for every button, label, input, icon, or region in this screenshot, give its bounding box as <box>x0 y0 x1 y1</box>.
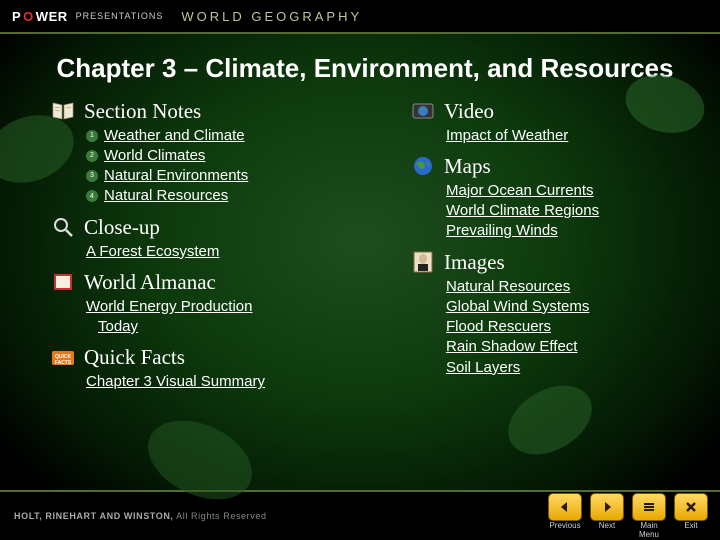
link-natural-environments[interactable]: Natural Environments <box>104 166 248 186</box>
link-ocean-currents[interactable]: Major Ocean Currents <box>446 181 594 201</box>
images-links: Natural Resources Global Wind Systems Fl… <box>446 277 680 378</box>
link-forest-ecosystem[interactable]: A Forest Ecosystem <box>86 242 219 262</box>
video-links: Impact of Weather <box>446 126 680 146</box>
link-img-wind-systems[interactable]: Global Wind Systems <box>446 297 589 317</box>
section-notes-heading: Section Notes <box>50 99 350 124</box>
rights-text: All Rights Reserved <box>176 511 266 521</box>
previous-label: Previous <box>549 522 580 530</box>
closeup-label: Close-up <box>84 215 160 240</box>
link-impact-weather[interactable]: Impact of Weather <box>446 126 568 146</box>
brand-o: O <box>23 9 34 24</box>
almanac-links: World Energy Production Today <box>86 297 350 338</box>
quickfacts-icon: QUICKFACTS <box>50 347 76 369</box>
link-today[interactable]: Today <box>98 317 138 337</box>
link-natural-resources[interactable]: Natural Resources <box>104 186 228 206</box>
brand-sub: PRESENTATIONS <box>76 11 164 21</box>
copyright: HOLT, RINEHART AND WINSTON, All Rights R… <box>14 511 267 521</box>
exit-button[interactable]: Exit <box>674 493 708 530</box>
section-notes: Section Notes 1 Weather and Climate 2 Worl… <box>50 99 350 207</box>
closeup-heading: Close-up <box>50 215 350 240</box>
header-bar: P O WER PRESENTATIONS WORLD GEOGRAPHY <box>0 0 720 32</box>
tv-icon <box>410 100 436 122</box>
exit-label: Exit <box>684 522 697 530</box>
link-visual-summary[interactable]: Chapter 3 Visual Summary <box>86 372 265 392</box>
portrait-icon <box>410 251 436 273</box>
footer-bar: HOLT, RINEHART AND WINSTON, All Rights R… <box>0 490 720 540</box>
quickfacts-section: QUICKFACTS Quick Facts Chapter 3 Visual … <box>50 345 350 392</box>
link-prevailing-winds[interactable]: Prevailing Winds <box>446 221 558 241</box>
images-section: Images Natural Resources Global Wind Sys… <box>410 250 680 378</box>
almanac-section: World Almanac World Energy Production To… <box>50 270 350 338</box>
next-label: Next <box>599 522 615 530</box>
link-climate-regions[interactable]: World Climate Regions <box>446 201 599 221</box>
columns: Section Notes 1 Weather and Climate 2 Worl… <box>50 99 680 401</box>
previous-button[interactable]: Previous <box>548 493 582 530</box>
link-img-rain-shadow[interactable]: Rain Shadow Effect <box>446 337 577 357</box>
images-label: Images <box>444 250 505 275</box>
arrow-right-icon <box>590 493 624 521</box>
bullet-icon: 3 <box>86 170 98 182</box>
video-label: Video <box>444 99 494 124</box>
section-notes-links: 1 Weather and Climate 2 World Climates 3 Na… <box>86 126 350 207</box>
brand-p: P <box>12 9 21 24</box>
bullet-icon: 4 <box>86 190 98 202</box>
main-content: Chapter 3 – Climate, Environment, and Re… <box>0 34 720 490</box>
brand-wer: WER <box>36 9 68 24</box>
exit-icon <box>674 493 708 521</box>
main-menu-button[interactable]: Main Menu <box>632 493 666 539</box>
right-column: Video Impact of Weather Maps Major Ocean… <box>410 99 680 401</box>
bullet-icon: 2 <box>86 150 98 162</box>
next-button[interactable]: Next <box>590 493 624 530</box>
almanac-heading: World Almanac <box>50 270 350 295</box>
leaf-decoration <box>140 410 260 500</box>
maps-section: Maps Major Ocean Currents World Climate … <box>410 154 680 242</box>
closeup-section: Close-up A Forest Ecosystem <box>50 215 350 262</box>
link-img-flood-rescuers[interactable]: Flood Rescuers <box>446 317 551 337</box>
menu-icon <box>632 493 666 521</box>
bullet-icon: 1 <box>86 130 98 142</box>
product-name: WORLD GEOGRAPHY <box>181 9 362 24</box>
left-column: Section Notes 1 Weather and Climate 2 Worl… <box>50 99 350 401</box>
power-logo: P O WER PRESENTATIONS <box>12 9 163 24</box>
section-notes-label: Section Notes <box>84 99 201 124</box>
menu-label-1: Main <box>640 522 657 530</box>
link-weather-climate[interactable]: Weather and Climate <box>104 126 245 146</box>
link-world-climates[interactable]: World Climates <box>104 146 205 166</box>
globe-icon <box>410 155 436 177</box>
magnifier-icon <box>50 216 76 238</box>
quickfacts-heading: QUICKFACTS Quick Facts <box>50 345 350 370</box>
book-icon <box>50 100 76 122</box>
menu-label-2: Menu <box>639 531 659 539</box>
closeup-links: A Forest Ecosystem <box>86 242 350 262</box>
nav-buttons: Previous Next Main Menu Exit <box>548 493 708 539</box>
company-name: HOLT, RINEHART AND WINSTON, <box>14 511 174 521</box>
images-heading: Images <box>410 250 680 275</box>
quickfacts-links: Chapter 3 Visual Summary <box>86 372 350 392</box>
almanac-icon <box>50 271 76 293</box>
chapter-title: Chapter 3 – Climate, Environment, and Re… <box>50 52 680 85</box>
video-section: Video Impact of Weather <box>410 99 680 146</box>
link-img-soil-layers[interactable]: Soil Layers <box>446 358 520 378</box>
video-heading: Video <box>410 99 680 124</box>
maps-links: Major Ocean Currents World Climate Regio… <box>446 181 680 242</box>
link-img-natural-resources[interactable]: Natural Resources <box>446 277 570 297</box>
svg-text:FACTS: FACTS <box>55 360 72 366</box>
arrow-left-icon <box>548 493 582 521</box>
almanac-label: World Almanac <box>84 270 216 295</box>
maps-label: Maps <box>444 154 491 179</box>
quickfacts-label: Quick Facts <box>84 345 185 370</box>
link-world-energy-production[interactable]: World Energy Production <box>86 297 252 317</box>
maps-heading: Maps <box>410 154 680 179</box>
